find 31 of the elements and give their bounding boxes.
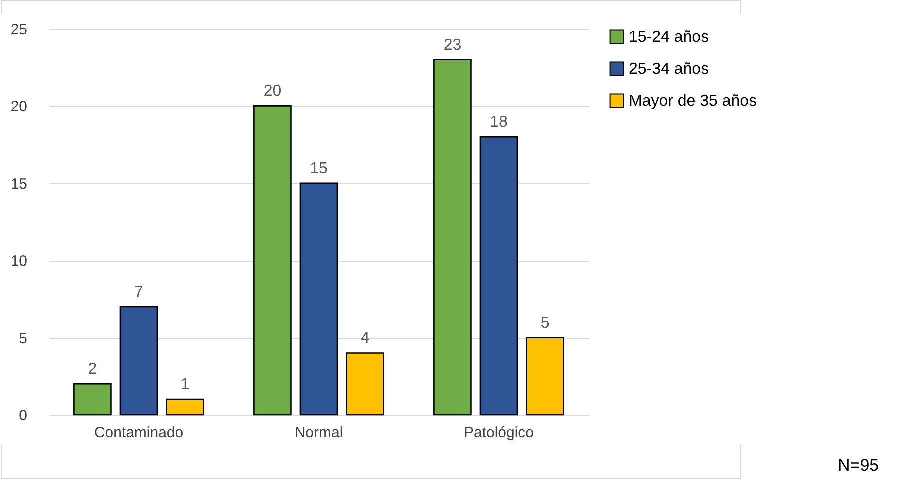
bar — [166, 398, 204, 416]
x-tick-label: Patológico — [464, 424, 534, 442]
bar — [254, 106, 292, 416]
legend-label: Mayor de 35 años — [629, 93, 758, 110]
data-label: 4 — [360, 330, 370, 348]
y-tick-label: 25 — [10, 22, 28, 38]
data-label: 23 — [444, 36, 462, 54]
x-tick-label: Contaminado — [94, 424, 184, 442]
data-label: 15 — [310, 160, 328, 178]
data-label: 7 — [134, 284, 144, 301]
x-tick-label: Normal — [294, 424, 344, 442]
y-tick-label: 5 — [19, 330, 28, 348]
data-label: 20 — [264, 83, 282, 100]
data-label: 2 — [88, 361, 98, 378]
bar — [120, 306, 158, 416]
data-label: 1 — [180, 376, 190, 394]
bar — [526, 337, 564, 416]
legend-label: 15-24 años — [629, 29, 710, 46]
y-tick-label: 15 — [10, 176, 28, 193]
bar — [74, 383, 112, 416]
bar — [480, 136, 518, 416]
legend-label: 25-34 años — [629, 61, 710, 78]
text: N=95 — [838, 456, 880, 476]
y-tick-label: 0 — [19, 408, 28, 424]
y-tick-label: 20 — [10, 98, 28, 116]
data-label: 18 — [490, 114, 508, 132]
bar — [346, 352, 384, 416]
bar — [300, 182, 338, 416]
data-label: 5 — [540, 314, 550, 332]
bar — [434, 59, 472, 416]
y-tick-label: 10 — [10, 253, 28, 270]
